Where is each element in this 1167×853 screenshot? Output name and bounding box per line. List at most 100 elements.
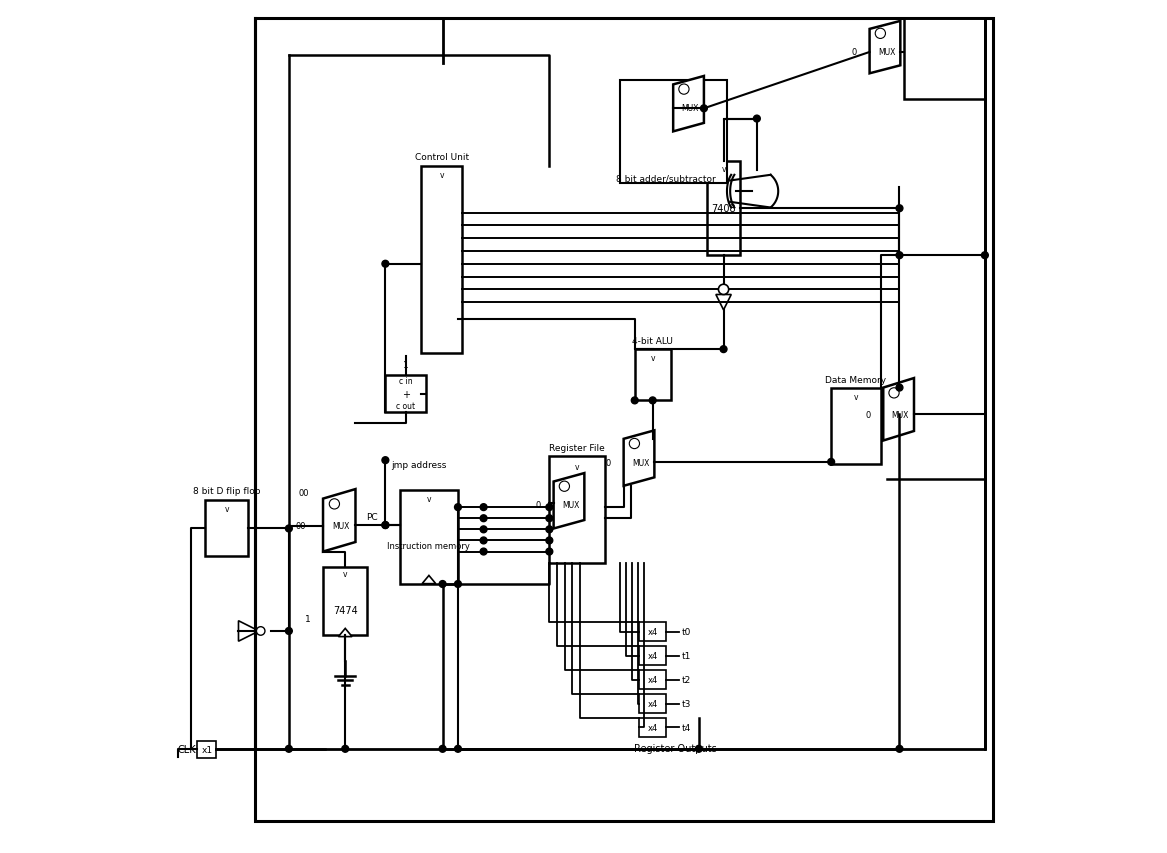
Circle shape <box>679 84 689 95</box>
Circle shape <box>439 746 446 752</box>
Circle shape <box>480 537 487 544</box>
Text: v: v <box>854 392 858 401</box>
Circle shape <box>629 438 640 449</box>
Bar <box>197 741 216 758</box>
Text: 8 bit adder/subtractor: 8 bit adder/subtractor <box>616 175 715 183</box>
Circle shape <box>454 504 461 511</box>
Circle shape <box>454 746 461 752</box>
Text: PC: PC <box>365 513 377 521</box>
Text: t0: t0 <box>682 628 691 636</box>
Circle shape <box>480 504 487 511</box>
Circle shape <box>696 746 703 752</box>
Polygon shape <box>883 379 914 441</box>
Circle shape <box>559 481 569 491</box>
Text: 0: 0 <box>606 458 610 467</box>
Polygon shape <box>338 629 352 637</box>
Bar <box>620 81 727 183</box>
Text: v: v <box>427 495 431 503</box>
Bar <box>640 694 666 713</box>
Circle shape <box>827 459 834 466</box>
Circle shape <box>981 252 988 259</box>
Text: 4-bit ALU: 4-bit ALU <box>633 337 673 345</box>
Bar <box>421 166 462 354</box>
Circle shape <box>454 581 461 588</box>
Text: MUX: MUX <box>682 104 699 113</box>
Text: 00: 00 <box>295 521 306 530</box>
Text: t1: t1 <box>682 652 691 660</box>
Polygon shape <box>715 295 732 310</box>
Bar <box>640 647 666 665</box>
Text: 1: 1 <box>403 361 408 369</box>
Text: 0: 0 <box>852 48 857 56</box>
Circle shape <box>546 526 553 533</box>
Circle shape <box>649 397 656 404</box>
Text: v: v <box>343 570 348 578</box>
Text: x4: x4 <box>648 723 658 732</box>
Circle shape <box>896 746 903 752</box>
Polygon shape <box>238 621 259 641</box>
Circle shape <box>439 581 446 588</box>
Text: v: v <box>575 462 579 471</box>
Circle shape <box>286 628 292 635</box>
Text: MUX: MUX <box>878 48 895 56</box>
Bar <box>640 623 666 641</box>
Text: Control Unit: Control Unit <box>414 154 469 162</box>
Bar <box>903 19 985 100</box>
Text: +: + <box>401 389 410 399</box>
Circle shape <box>342 746 349 752</box>
Bar <box>323 567 368 635</box>
Bar <box>550 456 605 563</box>
Circle shape <box>382 522 389 529</box>
Polygon shape <box>869 22 900 74</box>
Circle shape <box>720 346 727 353</box>
Text: 7474: 7474 <box>333 605 357 615</box>
Text: t4: t4 <box>682 723 691 732</box>
Text: x4: x4 <box>648 628 658 636</box>
Circle shape <box>329 499 340 509</box>
Text: Register Outputs: Register Outputs <box>635 743 717 753</box>
Text: 0: 0 <box>536 501 540 510</box>
Text: x4: x4 <box>648 699 658 708</box>
Circle shape <box>896 385 903 392</box>
Bar <box>254 19 993 821</box>
Text: MUX: MUX <box>631 458 649 467</box>
Text: MUX: MUX <box>892 410 909 419</box>
Circle shape <box>896 252 903 259</box>
Circle shape <box>382 522 389 529</box>
Text: MUX: MUX <box>561 501 579 510</box>
Circle shape <box>382 457 389 464</box>
Circle shape <box>631 397 638 404</box>
Circle shape <box>546 548 553 555</box>
Text: v: v <box>440 171 443 179</box>
Circle shape <box>754 116 760 123</box>
Text: c in: c in <box>399 377 413 386</box>
Bar <box>707 162 740 256</box>
Text: jmp address: jmp address <box>391 461 447 469</box>
Text: x4: x4 <box>648 652 658 660</box>
Circle shape <box>719 285 728 295</box>
Circle shape <box>480 515 487 522</box>
Bar <box>640 670 666 689</box>
Circle shape <box>896 206 903 212</box>
Polygon shape <box>673 77 704 132</box>
Circle shape <box>257 627 265 635</box>
Text: 1: 1 <box>305 614 310 623</box>
Bar <box>205 501 247 556</box>
Polygon shape <box>422 576 435 584</box>
Bar <box>635 350 671 401</box>
Polygon shape <box>323 490 356 552</box>
Circle shape <box>382 261 389 268</box>
Text: 00: 00 <box>298 489 308 497</box>
Text: c out: c out <box>397 402 415 410</box>
Text: v: v <box>650 354 655 363</box>
Bar <box>831 388 881 465</box>
Text: t3: t3 <box>682 699 691 708</box>
Text: MUX: MUX <box>333 521 350 530</box>
Circle shape <box>546 537 553 544</box>
Bar <box>400 490 457 584</box>
Text: Instruction memory: Instruction memory <box>387 542 470 550</box>
Text: 8 bit D flip flop: 8 bit D flip flop <box>193 486 260 495</box>
Text: x4: x4 <box>648 676 658 684</box>
Text: v: v <box>224 505 229 514</box>
Text: 7408: 7408 <box>711 204 736 214</box>
